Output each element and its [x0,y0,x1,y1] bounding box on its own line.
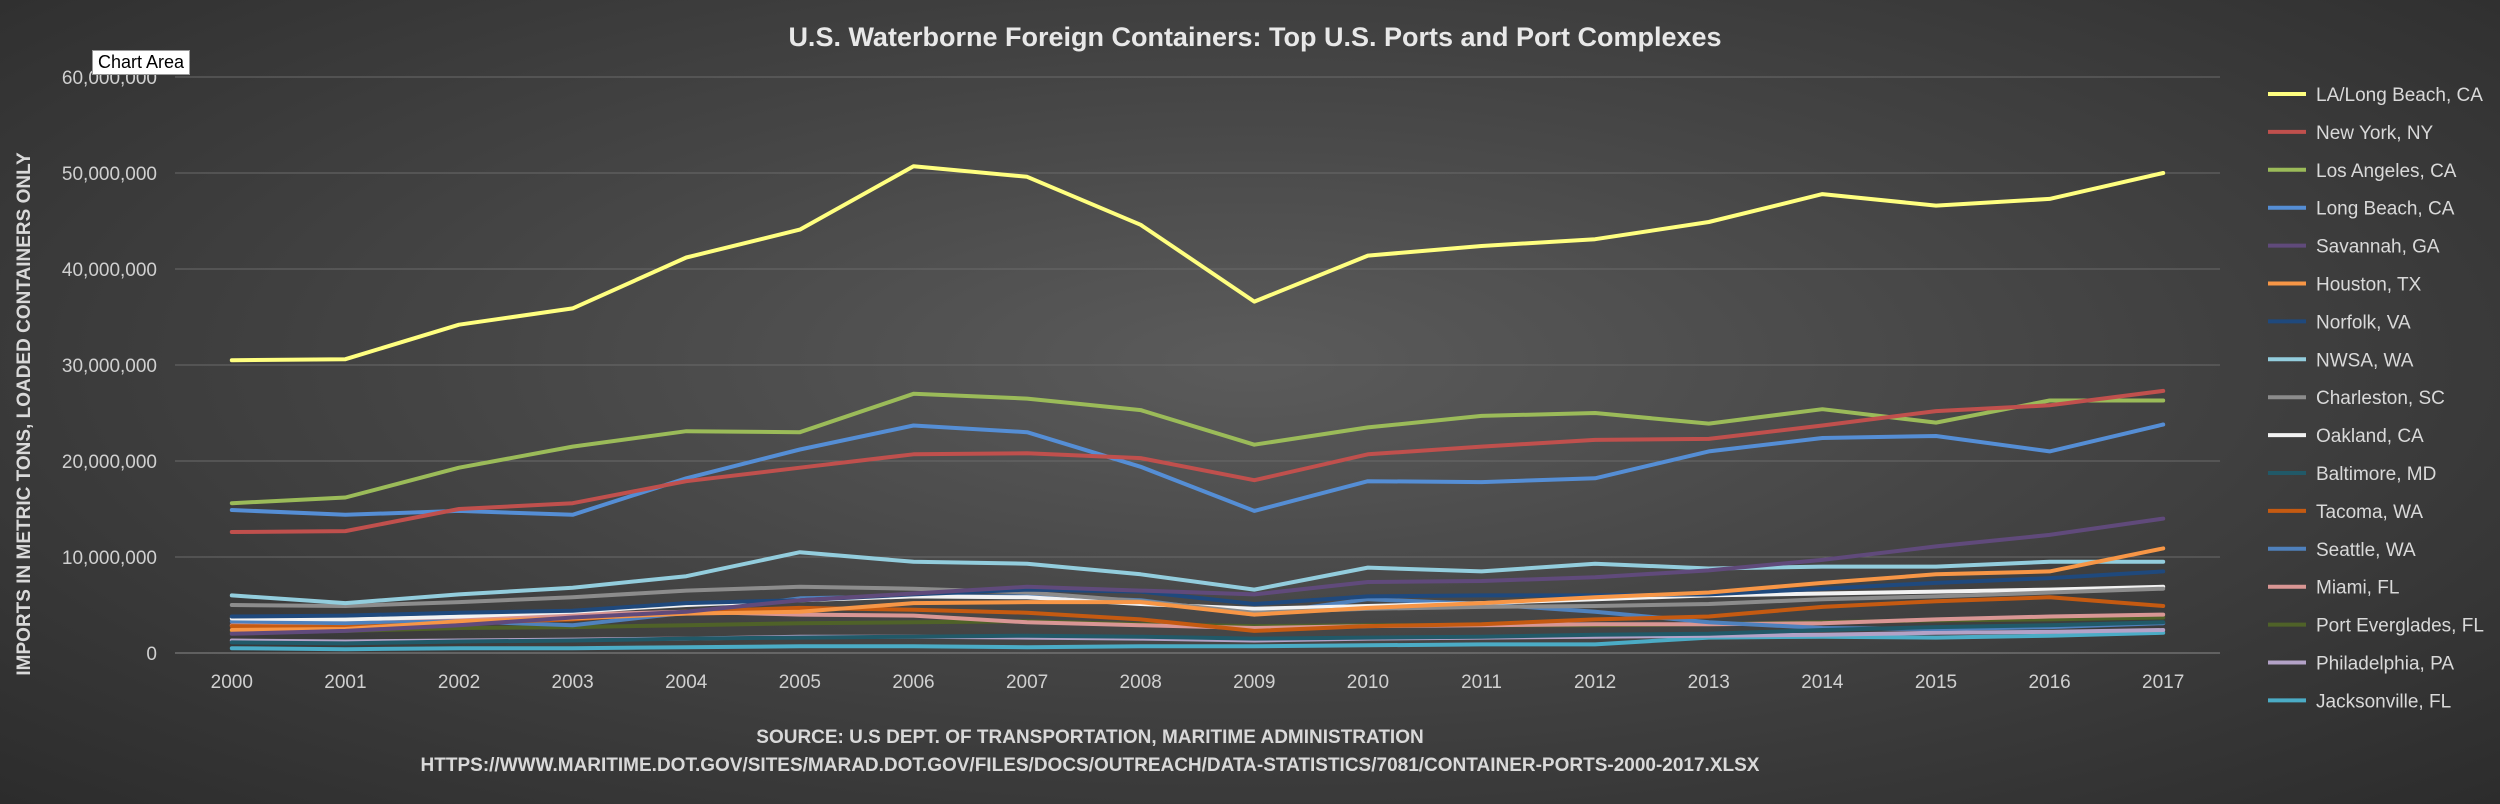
legend-label: Norfolk, VA [2316,312,2411,333]
legend-label: Jacksonville, FL [2316,691,2451,712]
series-line[interactable] [229,516,2166,636]
series-line[interactable] [229,422,2166,517]
legend-item[interactable]: Miami, FL [2268,578,2399,599]
x-tick-label: 2011 [1461,672,1502,693]
series-line[interactable] [229,569,2166,619]
x-tick-label: 2001 [324,672,366,693]
gridlines [175,76,2220,654]
y-tick-label: 30,000,000 [62,356,157,377]
series-lines [229,164,2166,652]
x-tick-label: 2014 [1801,672,1844,693]
legend-item[interactable]: Baltimore, MD [2268,464,2436,485]
y-tick-label: 50,000,000 [62,164,157,185]
y-tick-label: 10,000,000 [62,548,157,569]
x-tick-label: 2008 [1120,672,1162,693]
chart-area-tooltip: Chart Area [92,50,191,75]
x-tick-label: 2002 [438,672,480,693]
y-tick-label: 0 [146,644,157,665]
legend-item[interactable]: Tacoma, WA [2268,502,2423,523]
legend-item[interactable]: NWSA, WA [2268,350,2414,371]
chart-title: U.S. Waterborne Foreign Containers: Top … [788,22,1721,52]
legend-label: Tacoma, WA [2316,502,2423,523]
legend-label: Savannah, GA [2316,237,2440,258]
x-tick-label: 2004 [665,672,708,693]
legend-item[interactable]: Seattle, WA [2268,540,2416,561]
legend-item[interactable]: Norfolk, VA [2268,312,2411,333]
legend-label: Philadelphia, PA [2316,654,2454,675]
legend-label: New York, NY [2316,123,2434,144]
source-line-2: HTTPS://WWW.MARITIME.DOT.GOV/SITES/MARAD… [421,755,1760,776]
x-tick-label: 2015 [1915,672,1957,693]
legend-item[interactable]: Philadelphia, PA [2268,654,2454,675]
x-axis-ticks: 2000 2001 2002 2003 2004 2005 2006 2007 2008 2009… [211,672,2185,693]
legend-item[interactable]: LA/Long Beach, CA [2268,85,2483,106]
legend-item[interactable]: New York, NY [2268,123,2434,144]
y-tick-label: 40,000,000 [62,260,157,281]
series-line[interactable] [229,630,2166,652]
legend-label: Miami, FL [2316,578,2399,599]
legend-label: NWSA, WA [2316,350,2414,371]
legend-item[interactable]: Port Everglades, FL [2268,616,2484,637]
x-tick-label: 2000 [211,672,253,693]
legend-item[interactable]: Oakland, CA [2268,426,2424,447]
legend-label: Baltimore, MD [2316,464,2436,485]
x-tick-label: 2006 [892,672,934,693]
y-axis-label: IMPORTS IN METRIC TONS, LOADED CONTAINER… [14,152,35,676]
series-line[interactable] [229,391,2166,506]
x-tick-label: 2017 [2142,672,2184,693]
legend-label: Long Beach, CA [2316,199,2455,220]
legend-label: Oakland, CA [2316,426,2424,447]
legend-label: Charleston, SC [2316,388,2445,409]
legend-item[interactable]: Long Beach, CA [2268,199,2455,220]
x-tick-label: 2003 [551,672,593,693]
y-tick-label: 20,000,000 [62,452,157,473]
legend-label: Seattle, WA [2316,540,2416,561]
source-line-1: SOURCE: U.S DEPT. OF TRANSPORTATION, MAR… [756,727,1423,748]
x-tick-label: 2012 [1574,672,1616,693]
x-tick-label: 2013 [1688,672,1730,693]
legend-item[interactable]: Jacksonville, FL [2268,691,2451,712]
legend-item[interactable]: Savannah, GA [2268,237,2440,258]
legend-label: Port Everglades, FL [2316,616,2484,637]
series-line[interactable] [229,388,2166,534]
legend: LA/Long Beach, CA New York, NY Los Angeles… [2268,85,2484,712]
legend-label: Houston, TX [2316,275,2422,296]
legend-item[interactable]: Houston, TX [2268,275,2422,296]
x-tick-label: 2010 [1347,672,1389,693]
legend-label: Los Angeles, CA [2316,161,2457,182]
legend-item[interactable]: Charleston, SC [2268,388,2445,409]
y-axis-ticks: 0 10,000,000 20,000,000 30,000,000 40,000,00… [62,68,157,665]
series-line[interactable] [229,620,2166,646]
series-line[interactable] [229,164,2166,363]
legend-item[interactable]: Los Angeles, CA [2268,161,2457,182]
x-tick-label: 2005 [779,672,821,693]
series-line[interactable] [229,550,2166,606]
x-tick-label: 2016 [2028,672,2070,693]
legend-label: LA/Long Beach, CA [2316,85,2483,106]
x-tick-label: 2007 [1006,672,1048,693]
x-tick-label: 2009 [1233,672,1275,693]
